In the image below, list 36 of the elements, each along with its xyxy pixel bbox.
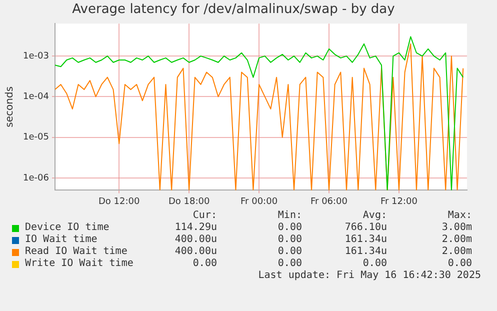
text: 0.00 [192, 258, 217, 270]
x-tick-label: Do 12:00 [98, 196, 140, 207]
text: 766.10u [344, 222, 387, 234]
y-axis-title: seconds [4, 86, 16, 128]
x-tick-label: Fr 00:00 [240, 196, 278, 207]
text: 0.00 [276, 222, 302, 234]
y-tick-label: 1e-05 [22, 132, 49, 143]
x-tick-label: Do 18:00 [168, 196, 210, 207]
text: Max: [446, 210, 472, 222]
y-tick-label: 1e-04 [22, 92, 50, 102]
text: 114.29u [174, 222, 217, 234]
text: Avg: [362, 210, 387, 222]
text: 161.34u [344, 246, 387, 258]
chart-title: Average latency for /dev/almalinux/swap - by day [72, 2, 396, 18]
legend-label: IO Wait time [25, 234, 98, 246]
text: 2.00m [440, 234, 472, 246]
y-tick-label: 1e-06 [22, 173, 50, 184]
text: 2.00m [440, 246, 472, 258]
text: 0.00 [446, 258, 472, 270]
text: 0.00 [362, 258, 387, 270]
legend-label: Read IO Wait time [25, 246, 128, 258]
text: Min: [276, 210, 302, 222]
text: 0.00 [276, 246, 302, 258]
x-tick-label: Fr 06:00 [310, 196, 348, 207]
text: 3.00m [440, 222, 472, 234]
text: Cur: [192, 210, 217, 222]
y-tick-label: 1e-03 [22, 51, 49, 62]
text: Last update: Fri May 16 16:42:30 2025 [257, 270, 482, 282]
legend-label: Write IO Wait time [25, 258, 134, 270]
x-tick-label: Fr 12:00 [380, 196, 418, 207]
text: 0.00 [276, 258, 302, 270]
text: 0.00 [276, 234, 302, 246]
text: 400.00u [174, 246, 217, 258]
text: 400.00u [174, 234, 217, 246]
text: 161.34u [344, 234, 387, 246]
legend-label: Device IO time [25, 222, 110, 234]
